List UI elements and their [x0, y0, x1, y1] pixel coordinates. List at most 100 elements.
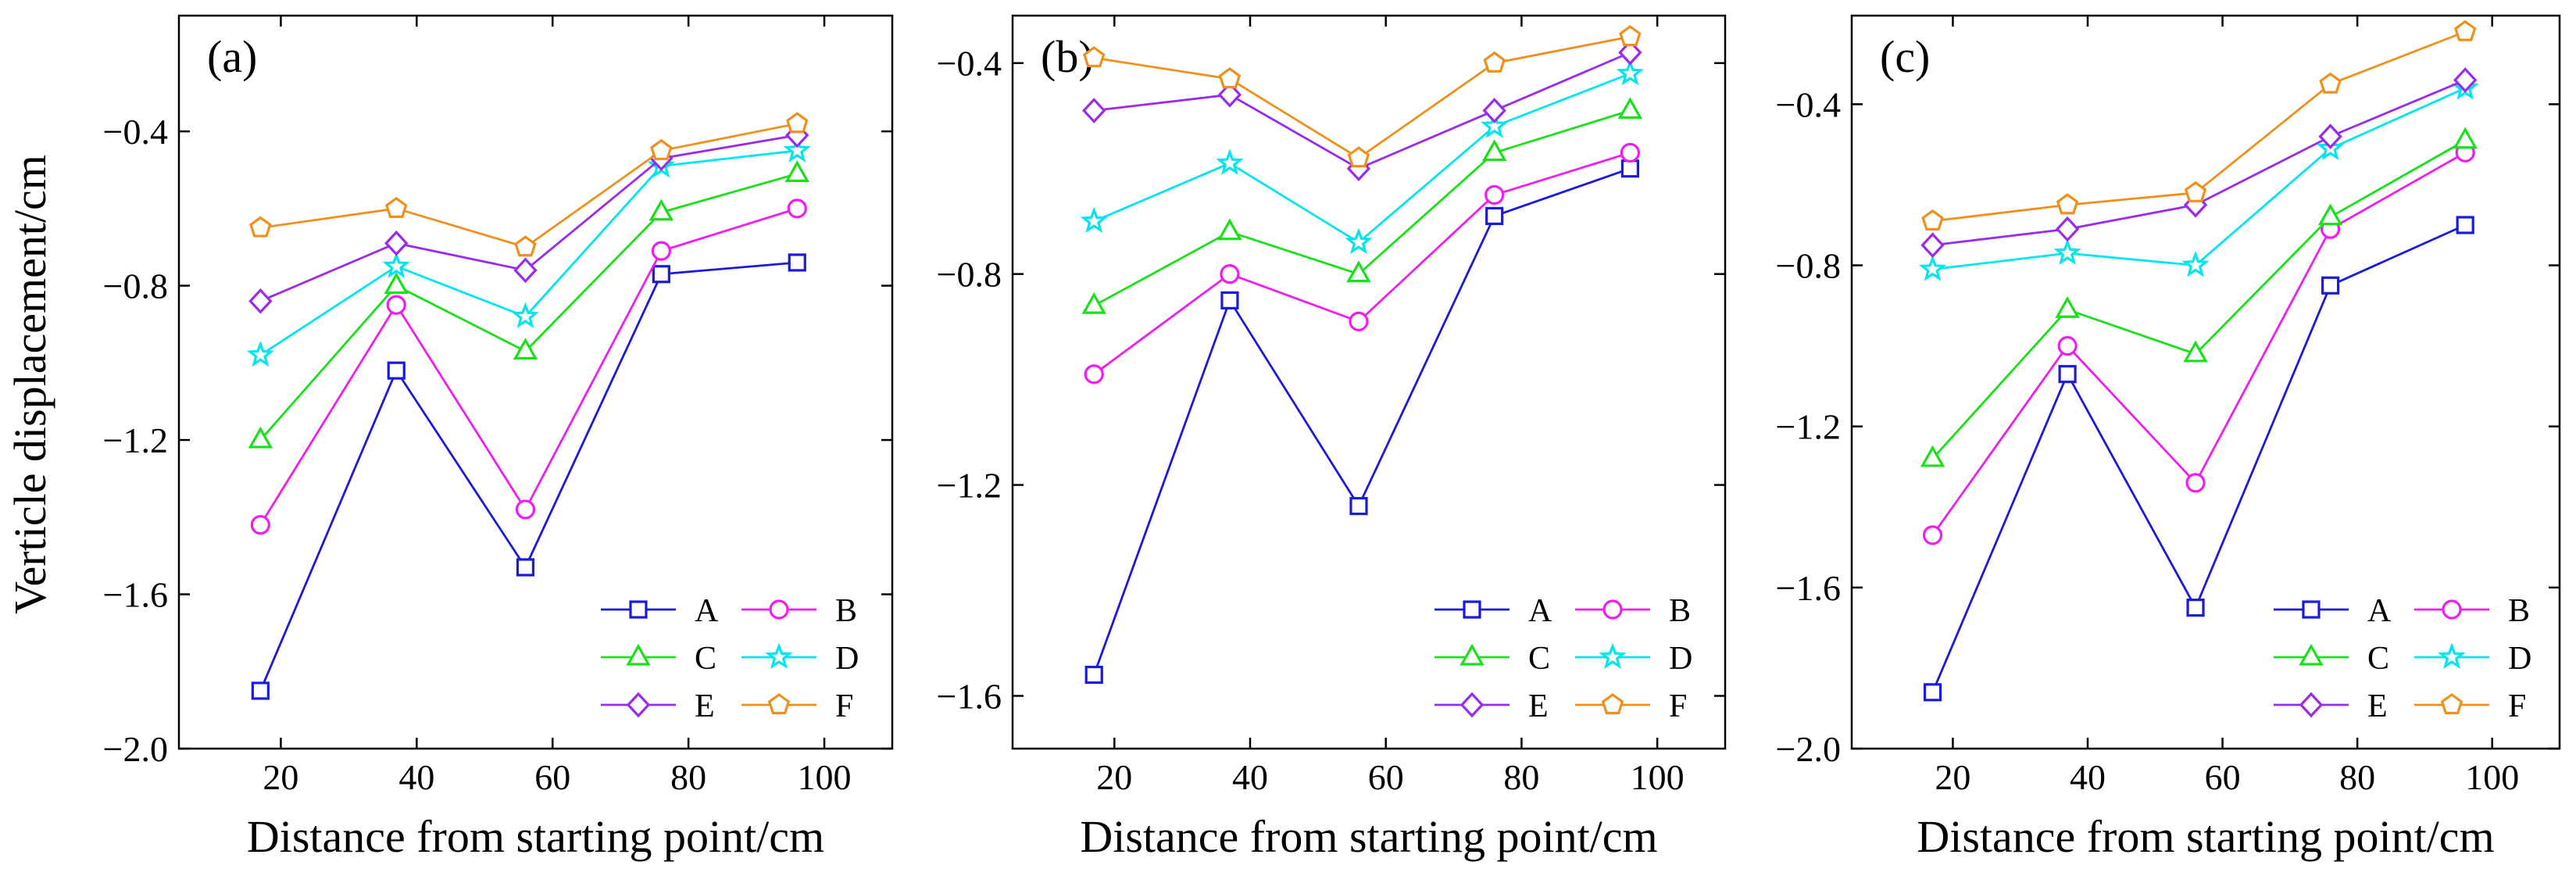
x-tick-label: 20	[1096, 757, 1132, 797]
legend-marker	[765, 642, 793, 669]
series-B	[1084, 142, 1640, 384]
data-point-C	[1920, 445, 1945, 467]
data-point-C	[2317, 203, 2343, 226]
legend-item-C: C	[1434, 641, 1550, 677]
legend-item-E: E	[1434, 688, 1549, 724]
data-point-B	[515, 499, 536, 520]
data-point-A	[516, 558, 535, 577]
data-point-D	[382, 252, 410, 278]
series-B	[250, 198, 807, 535]
x-tick-label: 60	[2205, 757, 2241, 797]
series-E	[1082, 39, 1642, 182]
y-axis-title: Verticle displacement/cm	[5, 155, 55, 614]
series-C	[1920, 127, 2478, 467]
data-point-B	[386, 295, 406, 315]
legend-item-B: B	[741, 593, 857, 629]
x-tick-label: 40	[398, 757, 434, 797]
data-point-F	[2184, 181, 2207, 202]
legend-item-B: B	[1575, 593, 1691, 629]
series-F	[1921, 20, 2477, 231]
legend-marker	[1599, 642, 1627, 669]
legend-marker	[2302, 600, 2321, 619]
data-point-C	[1217, 218, 1242, 241]
data-point-D	[511, 302, 539, 329]
data-point-F	[2453, 20, 2477, 41]
legend-label: E	[695, 688, 715, 724]
data-point-A	[788, 253, 806, 272]
y-tick-label: −1.2	[103, 420, 168, 460]
plot-frame	[177, 14, 894, 750]
legend-marker	[1459, 692, 1485, 718]
data-point-A	[2058, 365, 2077, 384]
data-point-F	[1218, 67, 1242, 89]
legend-label: F	[2508, 688, 2526, 724]
legend-marker	[1463, 600, 1481, 619]
data-point-B	[1084, 364, 1104, 384]
legend-item-A: A	[1434, 593, 1552, 629]
legend-marker	[2440, 693, 2463, 715]
legend-label: D	[835, 641, 859, 677]
data-point-C	[1617, 97, 1643, 120]
x-tick-label: 60	[534, 757, 570, 797]
data-point-D	[1345, 227, 1373, 255]
legend-marker	[767, 693, 791, 715]
data-point-B	[2057, 336, 2078, 356]
data-point-E	[2453, 67, 2478, 93]
series-F	[1082, 25, 1642, 168]
legend-label: A	[2367, 593, 2392, 629]
y-tick-label: −0.4	[937, 44, 1002, 84]
data-point-B	[1220, 264, 1240, 284]
data-point-F	[514, 235, 537, 257]
data-point-E	[2318, 123, 2342, 149]
legend-label: D	[1669, 641, 1692, 677]
y-tick-label: −0.8	[1776, 246, 1841, 286]
data-point-A	[1620, 159, 1639, 178]
legend-item-A: A	[2274, 593, 2392, 629]
data-point-B	[1485, 184, 1505, 206]
legend-item-D: D	[741, 641, 859, 677]
legend-label: E	[1528, 688, 1549, 724]
data-point-D	[783, 136, 811, 163]
data-point-D	[2181, 251, 2210, 277]
legend-item-C: C	[601, 641, 716, 677]
y-tick-label: −0.8	[103, 266, 168, 306]
legend-item-B: B	[2414, 593, 2530, 629]
data-point-C	[2453, 127, 2478, 149]
data-point-C	[1346, 260, 1371, 283]
data-point-E	[2055, 216, 2080, 242]
data-point-E	[384, 230, 409, 256]
series-A	[1923, 216, 2474, 702]
data-point-B	[1922, 525, 1943, 545]
legend-item-F: F	[1575, 688, 1687, 724]
legend-label: C	[2367, 641, 2389, 677]
data-point-D	[1919, 255, 1947, 281]
x-tick-label: 20	[263, 757, 298, 797]
y-tick-label: −1.6	[103, 575, 168, 615]
chart-panel-1: 20 40 60 80 100 −2.0 −1.6 −1.2 −0.8 −0.4 Distance …	[103, 14, 894, 862]
series-C	[248, 160, 810, 449]
x-tick-label: 20	[1935, 757, 1970, 797]
data-point-D	[1216, 148, 1244, 175]
data-point-A	[2321, 276, 2340, 295]
data-point-B	[2185, 473, 2206, 493]
x-tick-label: 40	[1232, 757, 1268, 797]
data-point-A	[2186, 599, 2205, 617]
data-point-C	[513, 338, 538, 360]
data-point-F	[2319, 72, 2342, 94]
data-point-F	[1082, 46, 1106, 68]
x-axis-title: Distance from starting point/cm	[247, 811, 824, 862]
data-point-F	[249, 216, 272, 238]
legend-label: F	[1669, 688, 1687, 724]
data-point-B	[787, 198, 807, 219]
data-point-F	[2056, 193, 2079, 215]
panels: 20 40 60 80 100 −2.0 −1.6 −1.2 −0.8 −0.4 Distance …	[103, 14, 2561, 862]
series-D	[1080, 59, 1644, 255]
data-point-A	[1923, 683, 1942, 702]
legend-item-A: A	[601, 593, 719, 629]
y-tick-label: −1.6	[1776, 568, 1841, 608]
legend-item-F: F	[2414, 688, 2526, 724]
legend-marker	[1601, 693, 1624, 715]
legend-label: E	[2367, 688, 2388, 724]
series-F	[249, 112, 809, 257]
